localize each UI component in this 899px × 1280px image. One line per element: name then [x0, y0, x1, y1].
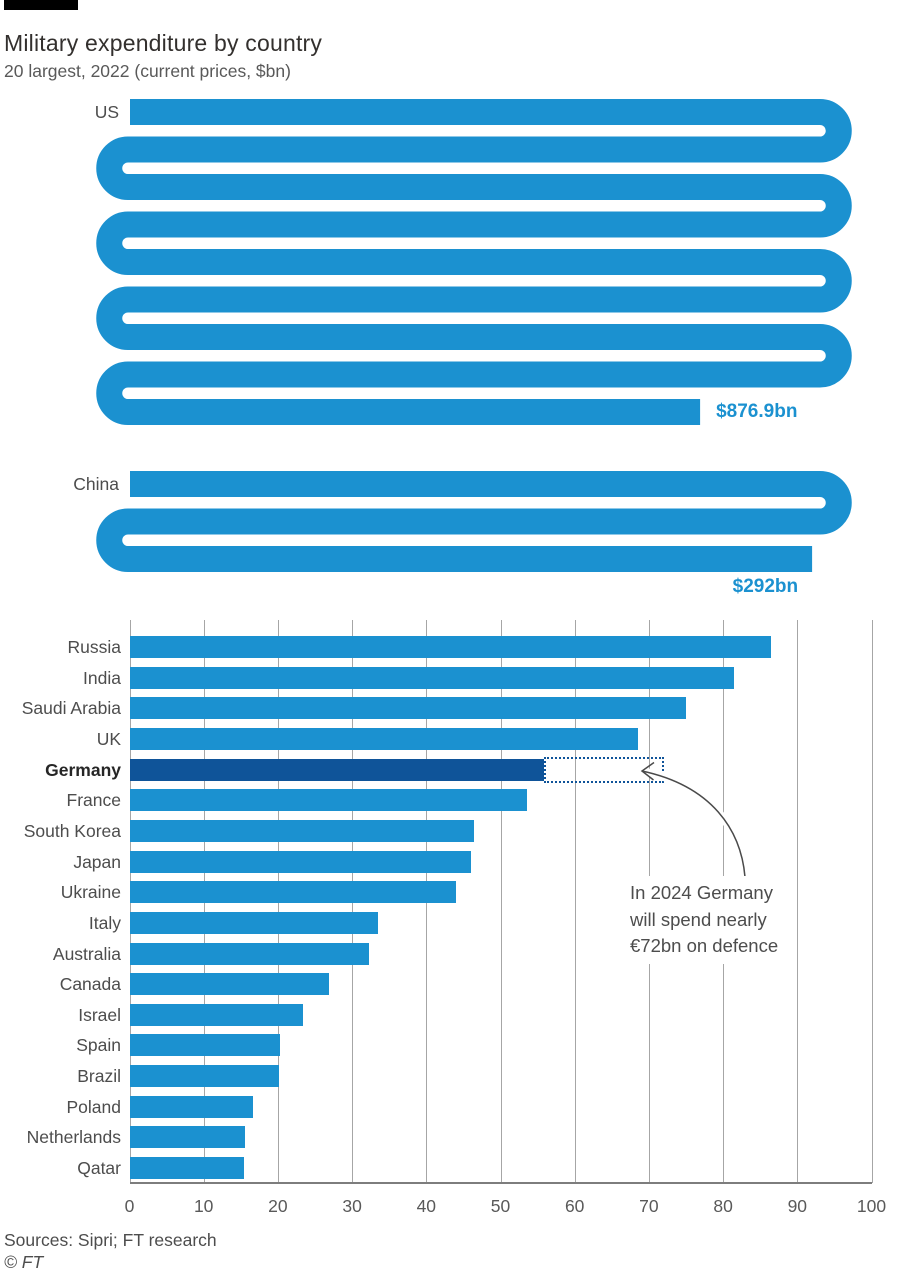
tick-label-100: 100	[856, 1196, 887, 1216]
bar-canada	[129, 973, 330, 996]
tick-label-40: 40	[416, 1196, 437, 1216]
tick-label-90: 90	[787, 1196, 808, 1216]
country-label-japan: Japan	[73, 851, 121, 872]
bar-ukraine	[129, 881, 456, 904]
country-label-israel: Israel	[78, 1004, 121, 1025]
bar-netherlands	[129, 1126, 246, 1149]
country-label-canada: Canada	[59, 974, 121, 995]
ft-credit: © FT	[4, 1252, 44, 1272]
gridline-100	[871, 620, 873, 1183]
tick-label-60: 60	[564, 1196, 585, 1216]
country-label-south-korea: South Korea	[23, 820, 121, 841]
wrapped-bar-country-label: China	[73, 474, 119, 494]
bar-japan	[129, 850, 471, 873]
gridline-60	[574, 620, 576, 1183]
page-title: Military expenditure by country	[4, 30, 323, 57]
tick-label-30: 30	[342, 1196, 362, 1216]
annotation-line-2: will spend nearly	[630, 908, 767, 930]
country-label-australia: Australia	[52, 943, 121, 964]
country-label-saudi-arabia: Saudi Arabia	[21, 698, 121, 719]
tick-label-70: 70	[639, 1196, 659, 1216]
bar-uk	[129, 727, 638, 750]
annotation-line-3: €72bn on defence	[630, 935, 779, 956]
sources-note: Sources: Sipri; FT research	[4, 1230, 217, 1250]
bar-brazil	[129, 1065, 280, 1088]
us-wrapped-bar	[96, 99, 852, 425]
bar-germany	[129, 758, 544, 781]
gridline-50	[500, 620, 502, 1183]
bar-spain	[129, 1034, 281, 1057]
country-label-ukraine: Ukraine	[60, 882, 121, 903]
country-label-india: India	[83, 667, 121, 688]
page-subtitle: 20 largest, 2022 (current prices, $bn)	[4, 61, 291, 81]
gridline-90	[797, 620, 799, 1183]
arrow-halo	[641, 767, 749, 878]
wrapped-bar-value-label: $292bn	[732, 576, 799, 597]
annotation-line-1: In 2024 Germany	[630, 882, 773, 903]
country-label-germany: Germany	[45, 759, 121, 780]
tick-label-80: 80	[713, 1196, 733, 1216]
country-label-russia: Russia	[67, 637, 122, 657]
country-label-uk: UK	[96, 728, 121, 749]
bar-italy	[129, 911, 379, 934]
bar-south-korea	[129, 819, 474, 842]
x-axis-baseline	[129, 1181, 872, 1184]
tick-label-0: 0	[124, 1196, 135, 1216]
wrapped-bars-canvas	[96, 99, 852, 572]
bar-france	[129, 789, 528, 812]
bar-russia	[129, 636, 771, 658]
tick-label-20: 20	[268, 1196, 288, 1216]
country-label-poland: Poland	[66, 1096, 122, 1117]
germany-2024-target-box	[543, 756, 664, 783]
country-label-france: France	[66, 790, 121, 811]
tick-label-10: 10	[193, 1196, 214, 1216]
china-wrapped-bar	[96, 471, 852, 572]
bar-india	[129, 666, 734, 689]
bar-israel	[129, 1003, 304, 1026]
wrapped-bar-country-label: US	[94, 102, 119, 122]
bar-qatar	[129, 1157, 244, 1180]
ft-black-tab	[4, 0, 78, 10]
arrow-curve	[641, 770, 746, 878]
country-label-italy: Italy	[88, 912, 121, 933]
annotation-text: In 2024 Germany will spend nearly €72bn …	[627, 876, 785, 964]
country-label-qatar: Qatar	[77, 1158, 121, 1179]
bar-australia	[129, 942, 370, 965]
tick-label-50: 50	[490, 1196, 511, 1216]
country-label-netherlands: Netherlands	[26, 1127, 121, 1148]
bar-saudi-arabia	[129, 697, 686, 720]
bar-poland	[129, 1095, 253, 1118]
wrapped-bar-value-label: $876.9bn	[716, 401, 798, 422]
country-label-spain: Spain	[76, 1035, 121, 1056]
country-label-brazil: Brazil	[77, 1066, 121, 1087]
